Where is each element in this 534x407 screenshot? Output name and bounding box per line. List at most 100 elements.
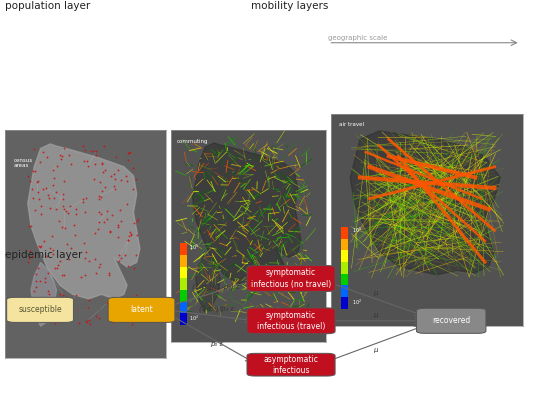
Point <box>124 156 132 163</box>
Point <box>111 175 119 182</box>
Point <box>91 230 99 236</box>
Point <box>60 145 68 151</box>
Point <box>130 219 139 226</box>
Point <box>85 297 93 304</box>
Point <box>103 300 111 306</box>
Bar <box>180 313 187 325</box>
Point <box>28 253 36 259</box>
Point <box>99 142 108 149</box>
Text: $10^2$: $10^2$ <box>352 297 362 306</box>
Polygon shape <box>193 143 301 287</box>
Point <box>123 200 131 207</box>
Point <box>103 208 112 214</box>
Point <box>73 305 81 312</box>
Point <box>62 304 70 311</box>
Point <box>98 160 106 166</box>
Point <box>103 216 111 223</box>
Point <box>90 147 98 154</box>
Point <box>105 228 114 234</box>
Point <box>24 259 33 265</box>
Point <box>56 156 65 163</box>
Point <box>100 219 109 225</box>
Bar <box>180 290 187 302</box>
Point <box>96 194 105 201</box>
Point <box>36 158 45 165</box>
Point <box>113 224 122 230</box>
Point <box>29 167 37 174</box>
Point <box>95 208 103 215</box>
Point <box>32 271 41 277</box>
Text: population layer: population layer <box>5 1 91 11</box>
FancyBboxPatch shape <box>108 297 175 322</box>
Bar <box>341 262 348 274</box>
Text: epidemic layer: epidemic layer <box>5 250 83 260</box>
Text: $10^2$: $10^2$ <box>190 313 200 323</box>
Point <box>134 215 143 222</box>
Point <box>44 291 53 297</box>
Point <box>58 196 67 202</box>
Point <box>109 318 117 325</box>
Point <box>119 308 127 315</box>
Point <box>40 306 48 312</box>
Point <box>34 189 42 195</box>
Point <box>40 238 48 245</box>
FancyBboxPatch shape <box>417 308 486 333</box>
Point <box>109 319 117 325</box>
Point <box>84 316 93 323</box>
Point <box>64 210 72 216</box>
Point <box>96 261 104 267</box>
Point <box>64 151 73 158</box>
Point <box>120 315 129 321</box>
Bar <box>180 255 187 267</box>
Bar <box>180 243 187 255</box>
Point <box>36 277 44 284</box>
Point <box>72 205 81 212</box>
Point <box>114 302 123 309</box>
Point <box>84 163 92 169</box>
Point <box>65 256 73 262</box>
Point <box>79 196 88 203</box>
Point <box>59 291 68 298</box>
Point <box>32 284 41 290</box>
Point <box>52 163 61 170</box>
Point <box>80 158 89 164</box>
Text: susceptible: susceptible <box>18 305 62 314</box>
Point <box>33 179 42 186</box>
Point <box>105 269 113 276</box>
Point <box>129 186 137 193</box>
Point <box>60 310 68 316</box>
Point <box>27 298 36 304</box>
Point <box>95 219 103 225</box>
Point <box>58 272 66 278</box>
Point <box>41 278 50 285</box>
Point <box>65 302 73 308</box>
Text: (1-p₀)/p₁ ε: (1-p₀)/p₁ ε <box>199 306 234 312</box>
Point <box>30 207 39 213</box>
Point <box>42 302 50 308</box>
Point <box>46 316 54 323</box>
Point <box>30 146 38 152</box>
Point <box>60 178 68 184</box>
Bar <box>180 267 187 278</box>
Point <box>49 247 58 253</box>
Point <box>131 252 140 259</box>
Point <box>108 212 117 218</box>
Point <box>124 236 132 243</box>
Point <box>104 309 112 315</box>
Point <box>78 199 87 205</box>
Point <box>55 311 64 317</box>
Point <box>56 258 65 265</box>
Point <box>83 158 91 164</box>
Point <box>26 295 35 301</box>
Point <box>91 160 99 167</box>
Point <box>61 293 70 300</box>
Point <box>56 151 64 158</box>
Text: μ: μ <box>374 290 378 295</box>
Point <box>132 231 141 238</box>
FancyBboxPatch shape <box>247 266 335 291</box>
Point <box>44 191 53 198</box>
Point <box>76 274 85 280</box>
Text: census
areas: census areas <box>13 158 33 168</box>
Point <box>81 272 89 278</box>
Point <box>121 251 129 258</box>
